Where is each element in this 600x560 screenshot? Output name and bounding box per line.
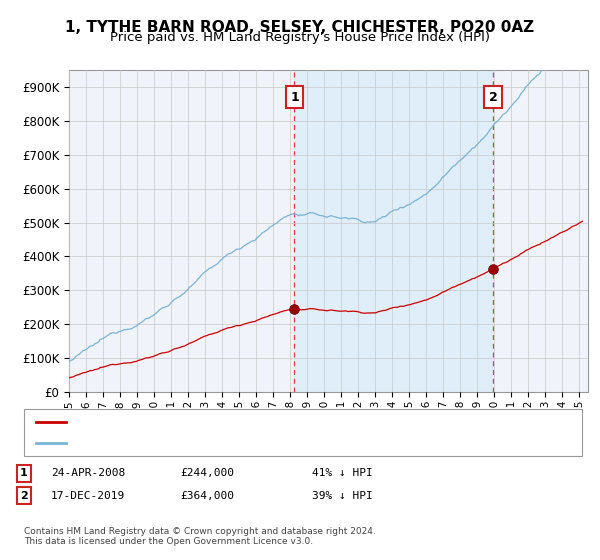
Text: 41% ↓ HPI: 41% ↓ HPI (312, 468, 373, 478)
Text: 1, TYTHE BARN ROAD, SELSEY, CHICHESTER, PO20 0AZ: 1, TYTHE BARN ROAD, SELSEY, CHICHESTER, … (65, 20, 535, 35)
Text: Contains HM Land Registry data © Crown copyright and database right 2024.
This d: Contains HM Land Registry data © Crown c… (24, 526, 376, 546)
Text: Price paid vs. HM Land Registry's House Price Index (HPI): Price paid vs. HM Land Registry's House … (110, 31, 490, 44)
Text: £364,000: £364,000 (180, 491, 234, 501)
Text: 1: 1 (20, 468, 28, 478)
Text: 1: 1 (290, 91, 299, 104)
Text: HPI: Average price, detached house, Chichester: HPI: Average price, detached house, Chic… (75, 438, 324, 448)
Text: £244,000: £244,000 (180, 468, 234, 478)
Bar (295, 70, 493, 392)
Text: 17-DEC-2019: 17-DEC-2019 (51, 491, 125, 501)
Text: 1, TYTHE BARN ROAD, SELSEY, CHICHESTER, PO20 0AZ (detached house): 1, TYTHE BARN ROAD, SELSEY, CHICHESTER, … (75, 417, 458, 427)
Text: 24-APR-2008: 24-APR-2008 (51, 468, 125, 478)
Text: 39% ↓ HPI: 39% ↓ HPI (312, 491, 373, 501)
Text: 2: 2 (488, 91, 497, 104)
Text: 2: 2 (20, 491, 28, 501)
